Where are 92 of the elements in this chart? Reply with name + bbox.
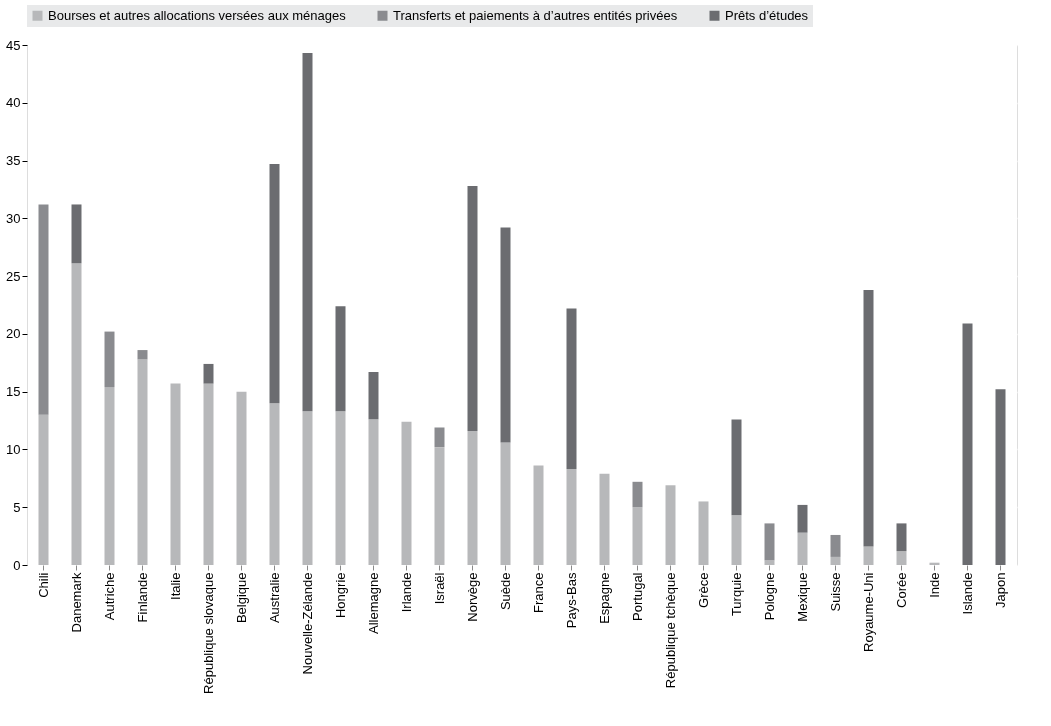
bar: [434, 427, 445, 448]
x-tick-label: Islande: [959, 572, 975, 615]
x-tick-label: Pays-Bas: [563, 572, 579, 629]
bar: [797, 504, 808, 533]
bar: [698, 501, 709, 565]
bar: [137, 359, 148, 565]
bar: [599, 473, 610, 565]
bar: [797, 532, 808, 565]
x-tick-label: Japon: [992, 572, 1008, 608]
x-tick-label: France: [530, 572, 546, 613]
x-tick-label: Suède: [497, 572, 513, 611]
bar: [401, 421, 412, 565]
bar: [104, 331, 115, 388]
bar: [137, 350, 148, 360]
x-tick-label: Inde: [926, 572, 942, 598]
bar: [764, 523, 775, 561]
x-tick-label: Suisse: [827, 572, 843, 612]
bar: [236, 391, 247, 565]
bar: [830, 534, 841, 557]
bar: [335, 306, 346, 412]
bar: [830, 556, 841, 565]
x-tick-label: République tchèque: [662, 572, 678, 689]
y-tick-label: 40: [6, 95, 21, 111]
x-tick-label: Australie: [266, 572, 282, 624]
x-tick-label: Belgique: [233, 572, 249, 624]
x-tick-label: Italie: [167, 572, 183, 600]
x-tick-label: Turquie: [728, 572, 744, 617]
bar: [71, 263, 82, 565]
x-tick-label: Pologne: [761, 572, 777, 621]
bar: [467, 185, 478, 431]
bar: [962, 323, 973, 565]
bar: [368, 419, 379, 565]
bar: [38, 204, 49, 415]
bar: [104, 387, 115, 565]
y-tick-label: 45: [6, 37, 21, 53]
y-tick-label: 10: [6, 441, 21, 457]
bar: [632, 481, 643, 508]
bar: [71, 204, 82, 264]
bar: [500, 227, 511, 443]
bar: [863, 289, 874, 547]
bar: [665, 485, 676, 565]
legend-label: Bourses et autres allocations versées aux ménages: [48, 7, 347, 23]
x-tick-label: Espagne: [596, 572, 612, 624]
y-tick-label: 0: [13, 557, 21, 573]
bar: [764, 560, 775, 565]
y-tick-label: 30: [6, 210, 21, 226]
x-tick-label: Chili: [35, 572, 51, 598]
bar: [38, 414, 49, 565]
x-tick-label: Hongrie: [332, 572, 348, 619]
bar: [731, 515, 742, 565]
bar: [995, 389, 1006, 565]
bar: [566, 308, 577, 470]
bar: [896, 551, 907, 565]
bar: [269, 403, 280, 565]
bar: [203, 363, 214, 384]
bar: [170, 383, 181, 565]
y-tick-label: 25: [6, 268, 21, 284]
x-tick-label: Mexique: [794, 572, 810, 622]
bar: [368, 372, 379, 420]
x-tick-label: Allemagne: [365, 572, 381, 634]
bar: [302, 53, 313, 412]
x-tick-label: Norvège: [464, 572, 480, 622]
x-tick-label: Corée: [893, 572, 909, 608]
x-tick-label: Finlande: [134, 572, 150, 623]
bar: [533, 465, 544, 565]
y-tick-label: 15: [6, 384, 21, 400]
bar: [500, 442, 511, 565]
x-tick-label: Israël: [431, 572, 447, 605]
bar: [632, 507, 643, 565]
bar: [302, 411, 313, 565]
x-tick-label: République slovaque: [200, 572, 216, 694]
bar: [566, 469, 577, 565]
x-tick-label: Autriche: [101, 572, 117, 621]
x-tick-label: Portugal: [629, 572, 645, 621]
bar: [434, 447, 445, 565]
bar: [269, 164, 280, 404]
x-tick-label: Nouvelle-Zélande: [299, 572, 315, 675]
legend-label: Prêts d’études: [725, 7, 809, 23]
x-tick-label: Irlande: [398, 572, 414, 613]
bar: [467, 430, 478, 565]
y-tick-label: 5: [13, 499, 21, 515]
bar: [731, 419, 742, 516]
x-tick-label: Royaume-Uni: [860, 572, 876, 652]
bar: [896, 523, 907, 552]
bar: [335, 411, 346, 565]
legend-label: Transferts et paiements à d’autres entités privées: [393, 7, 678, 23]
y-tick-label: 20: [6, 326, 21, 342]
x-tick-label: Grèce: [695, 572, 711, 608]
y-tick-label: 35: [6, 153, 21, 169]
bar: [203, 383, 214, 565]
bar: [863, 546, 874, 565]
x-tick-label: Danemark: [68, 572, 84, 633]
